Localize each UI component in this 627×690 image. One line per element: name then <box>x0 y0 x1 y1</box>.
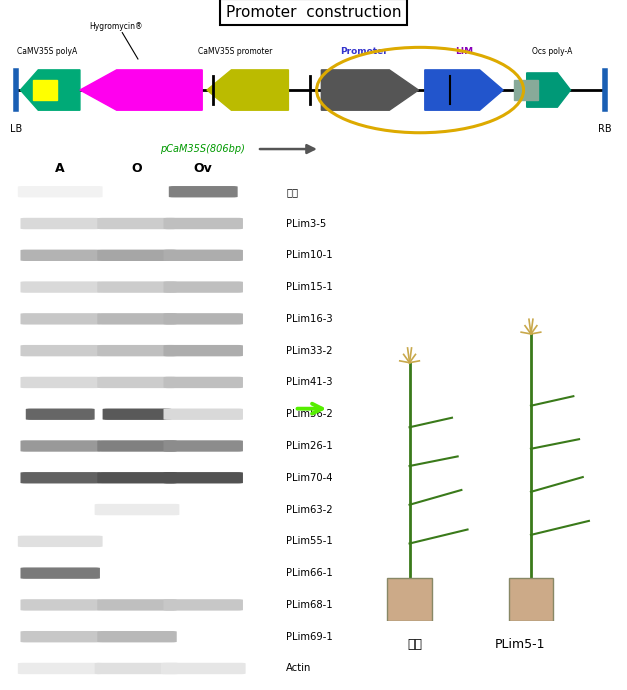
FancyBboxPatch shape <box>164 282 243 293</box>
Polygon shape <box>425 70 503 110</box>
Text: CaMV35S polyA: CaMV35S polyA <box>17 47 77 56</box>
Text: PLim63-2: PLim63-2 <box>287 504 333 515</box>
Text: PLim66-1: PLim66-1 <box>287 568 333 578</box>
Text: Ov: Ov <box>194 162 213 175</box>
FancyBboxPatch shape <box>95 663 179 674</box>
FancyBboxPatch shape <box>164 345 243 356</box>
FancyBboxPatch shape <box>164 313 243 324</box>
FancyBboxPatch shape <box>164 218 243 229</box>
FancyBboxPatch shape <box>21 440 100 452</box>
Text: PLim3-5: PLim3-5 <box>287 219 327 228</box>
Text: A: A <box>55 162 65 175</box>
Polygon shape <box>20 70 80 110</box>
Polygon shape <box>527 73 571 107</box>
FancyBboxPatch shape <box>164 440 243 452</box>
Text: O: O <box>132 162 142 175</box>
Text: PLim16-3: PLim16-3 <box>287 314 333 324</box>
FancyBboxPatch shape <box>161 663 246 674</box>
Text: PLim56-2: PLim56-2 <box>287 409 333 420</box>
FancyBboxPatch shape <box>164 599 243 611</box>
Text: PLim70-4: PLim70-4 <box>287 473 333 483</box>
FancyBboxPatch shape <box>97 599 177 611</box>
Text: PLim68-1: PLim68-1 <box>287 600 333 610</box>
FancyBboxPatch shape <box>26 408 95 420</box>
Polygon shape <box>80 70 202 110</box>
Text: PLim26-1: PLim26-1 <box>287 441 333 451</box>
Text: 동진: 동진 <box>287 187 298 197</box>
FancyBboxPatch shape <box>97 631 177 642</box>
FancyBboxPatch shape <box>21 631 100 642</box>
FancyBboxPatch shape <box>21 345 100 356</box>
FancyBboxPatch shape <box>164 377 243 388</box>
Text: PLim69-1: PLim69-1 <box>287 632 333 642</box>
Text: Actin: Actin <box>287 664 312 673</box>
Text: LIM: LIM <box>455 47 473 56</box>
FancyBboxPatch shape <box>33 80 57 100</box>
Text: PLim15-1: PLim15-1 <box>287 282 333 292</box>
Text: LB: LB <box>9 124 22 134</box>
FancyBboxPatch shape <box>21 377 100 388</box>
FancyBboxPatch shape <box>21 250 100 261</box>
FancyBboxPatch shape <box>164 472 243 484</box>
Text: PLim5-1: PLim5-1 <box>495 638 545 651</box>
Text: RB: RB <box>598 124 612 134</box>
Text: Promoter  construction: Promoter construction <box>226 5 401 19</box>
FancyBboxPatch shape <box>169 186 238 197</box>
FancyBboxPatch shape <box>97 250 177 261</box>
Polygon shape <box>207 70 288 110</box>
FancyBboxPatch shape <box>103 408 171 420</box>
FancyBboxPatch shape <box>21 282 100 293</box>
FancyBboxPatch shape <box>97 440 177 452</box>
FancyBboxPatch shape <box>164 408 243 420</box>
Text: CaMV35S promoter: CaMV35S promoter <box>198 47 272 56</box>
Text: Ocs poly-A: Ocs poly-A <box>532 47 572 56</box>
FancyBboxPatch shape <box>514 80 538 100</box>
FancyBboxPatch shape <box>21 313 100 324</box>
FancyBboxPatch shape <box>97 377 177 388</box>
FancyBboxPatch shape <box>97 313 177 324</box>
Text: 동진: 동진 <box>408 638 423 651</box>
FancyBboxPatch shape <box>97 218 177 229</box>
FancyBboxPatch shape <box>21 567 100 579</box>
FancyBboxPatch shape <box>97 472 177 484</box>
FancyBboxPatch shape <box>97 282 177 293</box>
FancyBboxPatch shape <box>95 504 179 515</box>
Text: Hygromycin®: Hygromycin® <box>89 22 143 31</box>
FancyBboxPatch shape <box>509 578 553 621</box>
FancyBboxPatch shape <box>18 535 103 547</box>
Text: PLim10-1: PLim10-1 <box>287 250 333 260</box>
Text: PLim33-2: PLim33-2 <box>287 346 333 355</box>
Polygon shape <box>321 70 419 110</box>
FancyBboxPatch shape <box>387 578 431 621</box>
FancyBboxPatch shape <box>97 345 177 356</box>
FancyBboxPatch shape <box>164 250 243 261</box>
Text: PLim55-1: PLim55-1 <box>287 536 333 546</box>
FancyBboxPatch shape <box>21 218 100 229</box>
FancyBboxPatch shape <box>21 472 100 484</box>
Text: pCaM35S(806bp): pCaM35S(806bp) <box>160 144 245 154</box>
Text: Promoter: Promoter <box>340 47 387 56</box>
FancyBboxPatch shape <box>18 186 103 197</box>
FancyBboxPatch shape <box>18 663 103 674</box>
FancyBboxPatch shape <box>21 599 100 611</box>
Text: PLim41-3: PLim41-3 <box>287 377 333 387</box>
